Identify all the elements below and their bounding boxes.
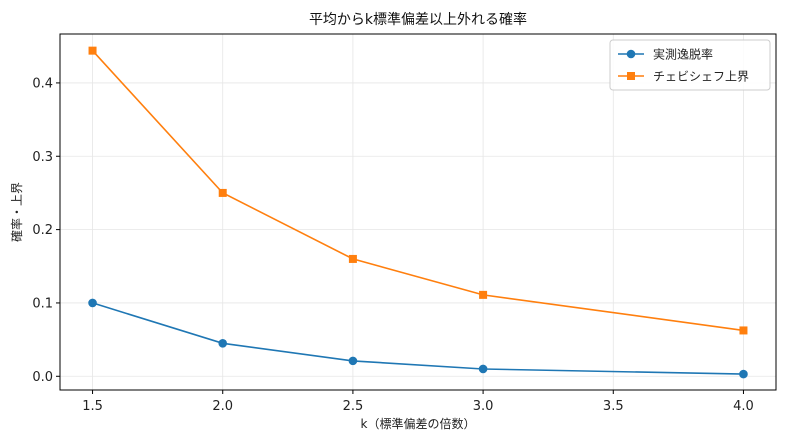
legend-label: 実測逸脱率	[653, 47, 713, 62]
series-line	[91, 50, 744, 332]
series-line	[92, 302, 744, 375]
x-tick-label: 2.5	[343, 399, 364, 414]
grid	[60, 34, 776, 390]
data-point	[218, 188, 227, 197]
x-tick-label: 3.5	[603, 399, 624, 414]
legend-label: チェビシェフ上界	[653, 70, 749, 84]
data-point	[88, 46, 97, 55]
y-axis-label: 確率・上界	[9, 182, 24, 242]
data-point	[739, 369, 748, 379]
y-tick-label: 0.1	[32, 296, 53, 311]
data-point	[739, 326, 748, 335]
data-point	[348, 254, 357, 263]
data-point	[478, 364, 488, 374]
data-point	[218, 338, 228, 348]
x-tick-label: 2.0	[212, 399, 233, 414]
x-tick-label: 3.0	[473, 399, 494, 414]
legend-item: チェビシェフ上界	[618, 70, 749, 84]
y-tick-label: 0.4	[32, 76, 53, 91]
series-1	[88, 46, 748, 335]
series-layer	[88, 46, 748, 379]
y-tick-label: 0.0	[32, 370, 53, 385]
y-tick-label: 0.2	[32, 223, 53, 238]
x-tick-label: 4.0	[733, 399, 754, 414]
data-point	[348, 356, 358, 366]
legend-box	[609, 39, 771, 91]
chart-title: 平均からk標準偏差以上外れる確率	[309, 11, 527, 28]
y-tick-label: 0.3	[32, 150, 53, 165]
legend-marker	[627, 72, 635, 80]
series-0	[88, 298, 748, 379]
x-axis-label: k（標準偏差の倍数）	[361, 416, 476, 431]
legend-item: 実測逸脱率	[618, 47, 713, 62]
legend-marker	[626, 49, 636, 59]
data-point	[479, 290, 488, 299]
data-point	[88, 298, 97, 308]
ticks: 1.5 2.0 2.5 3.0 3.5 4.0 0.0 0.1 0.2 0.3 0.4	[32, 76, 753, 414]
x-tick-label: 1.5	[82, 399, 103, 414]
plot-frame	[59, 33, 777, 391]
